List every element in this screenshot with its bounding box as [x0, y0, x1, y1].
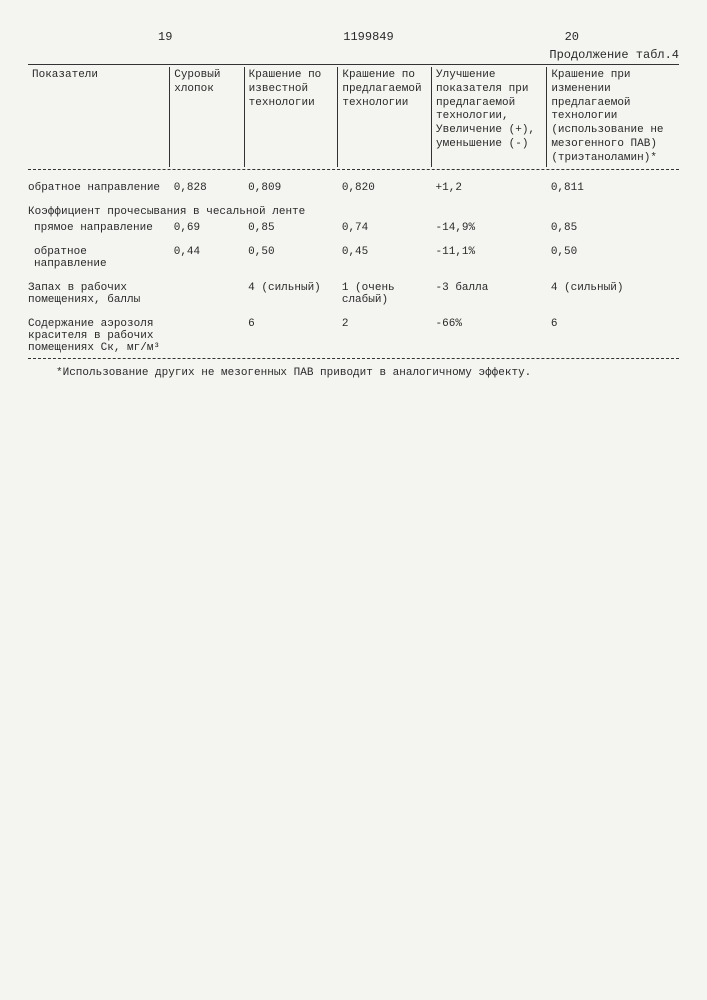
left-page-number: 19: [158, 30, 172, 44]
cell: +1,2: [432, 172, 547, 196]
cell: [170, 308, 244, 356]
row-label: обратное направление: [28, 236, 170, 272]
cell: 0,69: [170, 220, 244, 236]
row-label: обратное направление: [28, 172, 170, 196]
table-row: Запах в рабочих помещениях, баллы 4 (сил…: [28, 272, 679, 308]
table-row: обратное направление 0,44 0,50 0,45 -11,…: [28, 236, 679, 272]
table-row: Содержание аэрозоля красителя в рабочих …: [28, 308, 679, 356]
cell: -66%: [432, 308, 547, 356]
rule-body-bottom: [28, 358, 679, 359]
row-label: Запах в рабочих помещениях, баллы: [28, 272, 170, 308]
cell: -11,1%: [432, 236, 547, 272]
table-row: Коэффициент прочесывания в чесальной лен…: [28, 196, 679, 220]
cell: -14,9%: [432, 220, 547, 236]
rule-top: [28, 64, 679, 65]
cell: 0,811: [547, 172, 679, 196]
page-header: 19 1199849 20: [28, 30, 679, 44]
cell: 1 (очень слабый): [338, 272, 432, 308]
cell: 0,45: [338, 236, 432, 272]
cell: 0,809: [244, 172, 338, 196]
table-row: обратное направление 0,828 0,809 0,820 +…: [28, 172, 679, 196]
table-row: прямое направление 0,69 0,85 0,74 -14,9%…: [28, 220, 679, 236]
col-header: Суровый хлопок: [170, 67, 244, 167]
col-header: Крашение по известной технологии: [244, 67, 338, 167]
cell: [170, 272, 244, 308]
cell: 2: [338, 308, 432, 356]
row-label: прямое направление: [28, 220, 170, 236]
data-table-body: обратное направление 0,828 0,809 0,820 +…: [28, 172, 679, 356]
cell: 0,74: [338, 220, 432, 236]
cell: 0,85: [244, 220, 338, 236]
cell: 0,828: [170, 172, 244, 196]
col-header: Крашение по предлагаемой технологии: [338, 67, 432, 167]
cell: 0,50: [547, 236, 679, 272]
continuation-label: Продолжение табл.4: [28, 48, 679, 62]
rule-header-bottom: [28, 169, 679, 170]
cell: 4 (сильный): [547, 272, 679, 308]
cell: 0,820: [338, 172, 432, 196]
data-table: Показатели Суровый хлопок Крашение по из…: [28, 67, 679, 167]
footnote: *Использование других не мезогенных ПАВ …: [28, 367, 679, 379]
cell: 6: [244, 308, 338, 356]
cell: -3 балла: [432, 272, 547, 308]
col-header: Улучшение показателя при предлагаемой те…: [432, 67, 547, 167]
cell: 4 (сильный): [244, 272, 338, 308]
col-header: Показатели: [28, 67, 170, 167]
document-number: 1199849: [343, 30, 393, 44]
row-label: Коэффициент прочесывания в чесальной лен…: [28, 196, 679, 220]
cell: 0,85: [547, 220, 679, 236]
cell: 0,50: [244, 236, 338, 272]
col-header: Крашение при изменении предлагаемой техн…: [547, 67, 679, 167]
cell: 0,44: [170, 236, 244, 272]
cell: 6: [547, 308, 679, 356]
row-label: Содержание аэрозоля красителя в рабочих …: [28, 308, 170, 356]
right-page-number: 20: [565, 30, 579, 44]
table-header-row: Показатели Суровый хлопок Крашение по из…: [28, 67, 679, 167]
